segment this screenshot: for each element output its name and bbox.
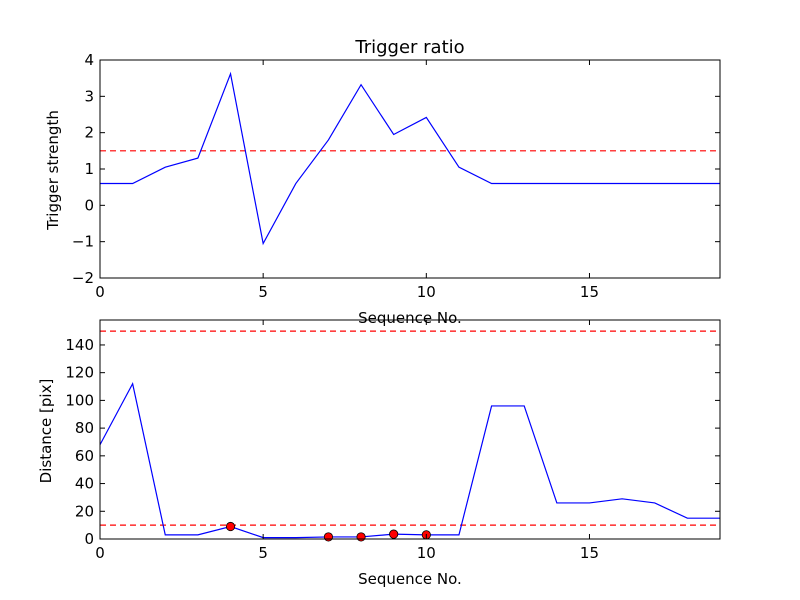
axes-frame [99,319,721,540]
y-tick-label: 2 [84,124,94,142]
data-point [323,532,334,542]
chart-title: Trigger ratio [354,37,464,58]
y-tick-label: −2 [72,269,94,287]
trigger-ratio-plot-area: 0 5 10 15 −2 −1 0 1 2 3 4 [72,51,721,301]
axes-frame [99,59,721,279]
y-axis-label: Trigger strength [44,110,62,231]
y-axis-label: Distance [pix] [37,379,55,484]
y-tick-label: 3 [84,87,94,105]
x-axis-label: Sequence No. [358,309,462,327]
distance-panel: 0 5 10 15 0 20 40 60 80 100 120 140 Sequence No. Di… [37,319,721,588]
data-point [225,521,236,532]
y-tick-label: 140 [65,336,94,354]
y-tick-label: 60 [75,447,94,465]
trigger-ratio-panel: Trigger ratio 0 5 10 15 −2 −1 0 1 2 3 4 Sequence N… [44,37,721,327]
y-tick-label: 20 [75,502,94,520]
y-tick-label: 1 [84,160,94,178]
series-line [99,382,720,539]
y-tick-label: 80 [75,419,94,437]
y-tick-label: 120 [65,364,94,382]
data-point [356,532,366,542]
y-tick-label: 100 [65,391,94,409]
x-tick-label: 0 [95,544,105,562]
y-tick-label: 4 [84,51,94,69]
y-tick-label: −1 [72,233,94,251]
x-tick-label: 5 [258,283,268,301]
y-tick-label: 0 [84,530,94,548]
x-axis-label: Sequence No. [358,570,462,588]
x-tick-label: 10 [417,283,436,301]
series-line [100,71,720,246]
y-tick-label: 40 [75,475,94,493]
y-tick-label: 0 [84,196,94,214]
x-tick-label: 0 [95,283,105,301]
x-tick-label: 15 [580,283,599,301]
x-tick-label: 15 [580,544,599,562]
x-tick-label: 10 [417,544,436,562]
x-tick-label: 5 [258,544,268,562]
data-point [389,529,399,539]
distance-plot-area: 0 5 10 15 0 20 40 60 80 100 120 140 [65,319,721,562]
